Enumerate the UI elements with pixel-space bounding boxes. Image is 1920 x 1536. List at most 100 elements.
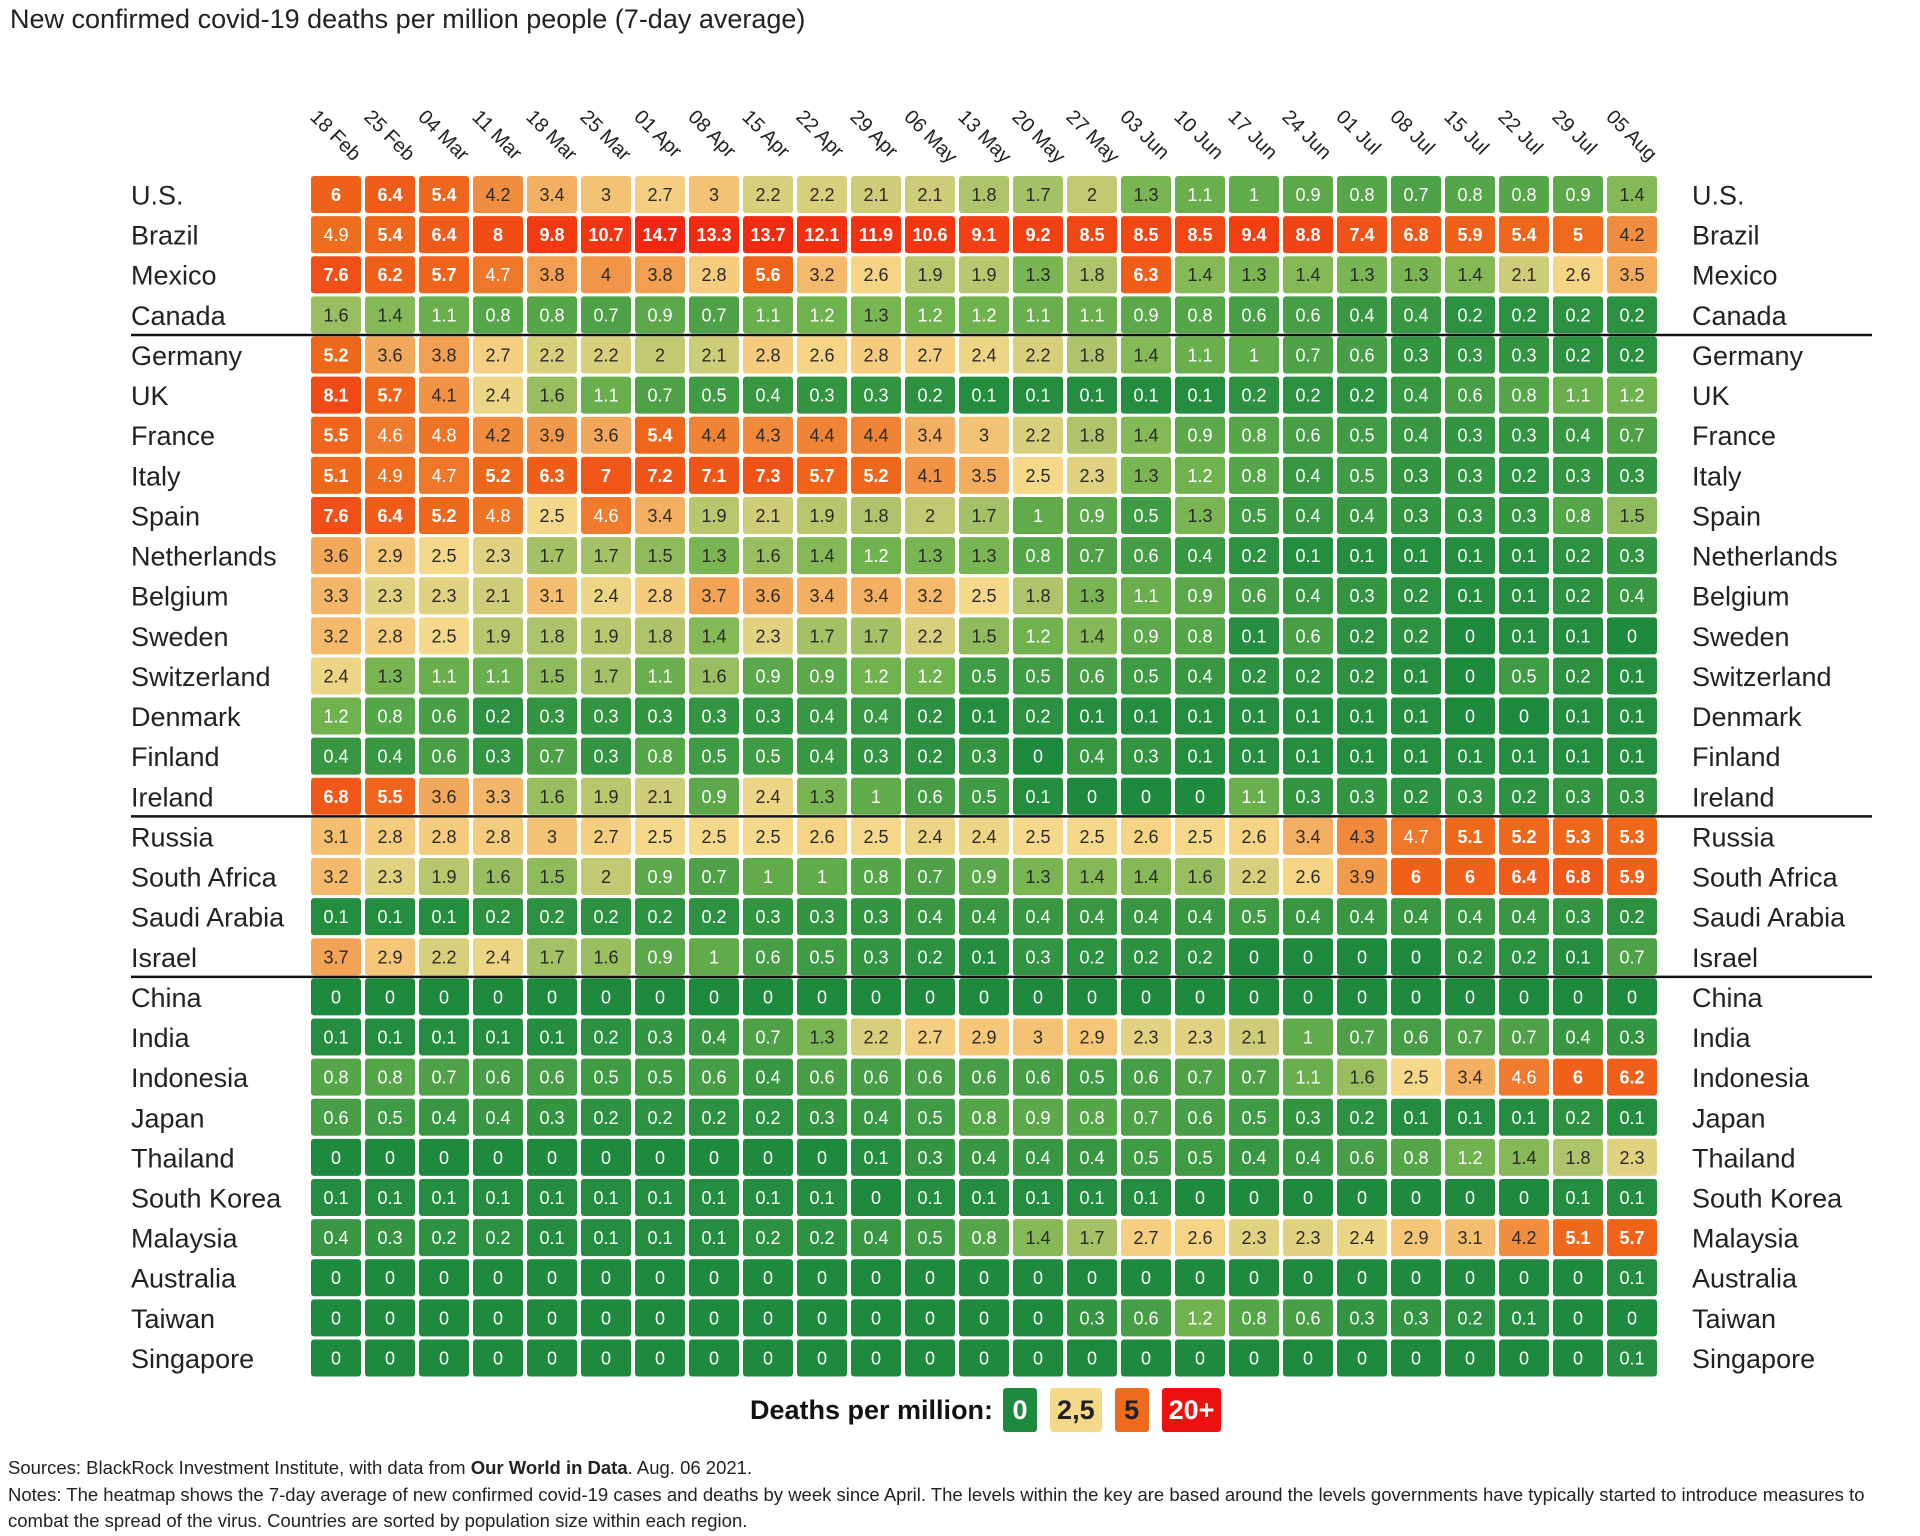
cell-value: 0.1 [1133, 386, 1158, 406]
row-label-right-spain: Spain [1692, 501, 1761, 531]
heatmap-cell [1607, 1299, 1657, 1337]
cell-value: 0.7 [1133, 1108, 1158, 1128]
heatmap-cell [797, 1138, 847, 1176]
heatmap-cell [1391, 1339, 1441, 1377]
heatmap-cell [527, 376, 577, 414]
cell-value: 0 [655, 1348, 665, 1368]
heatmap-cell [851, 1018, 901, 1056]
heatmap-cell [1607, 1058, 1657, 1096]
heatmap-cell [1553, 1098, 1603, 1136]
row-label-u-s: U.S. [131, 181, 184, 211]
row-label-right-south-africa: South Africa [1692, 863, 1839, 893]
cell-value: 0.7 [917, 867, 942, 887]
heatmap-cell [1553, 978, 1603, 1016]
cell-value: 1.3 [1187, 506, 1212, 526]
cell-value: 0.2 [647, 907, 672, 927]
heatmap-cell [419, 216, 469, 254]
cell-value: 2.2 [917, 626, 942, 646]
heatmap-cell [851, 978, 901, 1016]
cell-value: 0.3 [1403, 1308, 1428, 1328]
heatmap-cell [1391, 1179, 1441, 1216]
heatmap-cell [1445, 456, 1495, 494]
cell-value: 5.7 [1619, 1228, 1644, 1248]
heatmap-cell [689, 256, 739, 294]
heatmap-cell [851, 1339, 901, 1377]
chart-title: New confirmed covid-19 deaths per millio… [10, 4, 806, 34]
cell-value: 0.3 [1619, 466, 1644, 486]
cell-value: 0.8 [1025, 546, 1050, 566]
heatmap-cell [1499, 1018, 1549, 1056]
cell-value: 4.1 [431, 386, 456, 406]
heatmap-cell [689, 737, 739, 775]
cell-value: 1.1 [1187, 345, 1212, 365]
heatmap-cell [1283, 256, 1333, 294]
heatmap-cell [851, 296, 901, 334]
heatmap-cell [581, 697, 631, 735]
cell-value: 4.4 [863, 426, 888, 446]
heatmap-cell [959, 577, 1009, 615]
cell-value: 0.1 [539, 1188, 564, 1208]
cell-value: 2.3 [485, 546, 510, 566]
heatmap-cell [959, 1179, 1009, 1216]
heatmap-cell [311, 817, 361, 855]
heatmap-cell [959, 938, 1009, 976]
cell-value: 0.4 [1565, 426, 1590, 446]
cell-value: 0.4 [1619, 586, 1644, 606]
cell-value: 3.4 [1295, 827, 1320, 847]
cell-value: 1.5 [539, 867, 564, 887]
heatmap-cell [1121, 176, 1171, 213]
heatmap-cell [1175, 1098, 1225, 1136]
heatmap-cell [1175, 657, 1225, 695]
cell-value: 0.2 [1619, 305, 1644, 325]
heatmap-cell [1121, 296, 1171, 334]
cell-value: 1.8 [971, 185, 996, 205]
heatmap-cell [1121, 537, 1171, 575]
heatmap-cell [581, 1259, 631, 1297]
cell-value: 1.1 [1295, 1068, 1320, 1088]
cell-value: 1.4 [1619, 185, 1644, 205]
heatmap-cell [635, 858, 685, 896]
heatmap-cell [635, 657, 685, 695]
cell-value: 3.5 [1619, 265, 1644, 285]
cell-value: 1.8 [1079, 426, 1104, 446]
cell-value: 0.6 [971, 1068, 996, 1088]
heatmap-cell [1337, 1219, 1387, 1257]
heatmap-cell [1229, 978, 1279, 1016]
column-label-25-feb: 25 Feb [359, 106, 419, 166]
cell-value: 0 [331, 1268, 341, 1288]
cell-value: 2.7 [917, 345, 942, 365]
cell-value: 0.5 [1511, 666, 1536, 686]
cell-value: 1.1 [1187, 185, 1212, 205]
heatmap-cell [1283, 1098, 1333, 1136]
cell-value: 10.7 [588, 225, 623, 245]
cell-value: 0 [439, 1348, 449, 1368]
cell-value: 5.7 [809, 466, 834, 486]
cell-value: 1.8 [863, 506, 888, 526]
heatmap-cell [1067, 817, 1117, 855]
heatmap-cell [1553, 697, 1603, 735]
heatmap-cell [959, 496, 1009, 534]
cell-value: 0 [1573, 1308, 1583, 1328]
cell-value: 0.1 [539, 1228, 564, 1248]
heatmap-cell [1013, 537, 1063, 575]
cell-value: 0.1 [1349, 707, 1374, 727]
cell-value: 3.6 [755, 586, 780, 606]
heatmap-cell [581, 737, 631, 775]
cell-value: 0 [655, 1268, 665, 1288]
cell-value: 0.9 [701, 787, 726, 807]
cell-value: 1.9 [593, 787, 618, 807]
cell-value: 0 [817, 1148, 827, 1168]
heatmap-cell [1067, 1179, 1117, 1216]
cell-value: 0.2 [1619, 345, 1644, 365]
cell-value: 6.3 [539, 466, 564, 486]
heatmap-cell [1445, 1018, 1495, 1056]
cell-value: 0.8 [1241, 466, 1266, 486]
heatmap-cell [419, 336, 469, 374]
heatmap-cell [1283, 296, 1333, 334]
heatmap-cell [1391, 1098, 1441, 1136]
row-label-brazil: Brazil [131, 221, 199, 251]
cell-value: 5.1 [323, 466, 348, 486]
cell-value: 1.9 [701, 506, 726, 526]
cell-value: 1.4 [1187, 265, 1212, 285]
heatmap-cell [311, 176, 361, 213]
